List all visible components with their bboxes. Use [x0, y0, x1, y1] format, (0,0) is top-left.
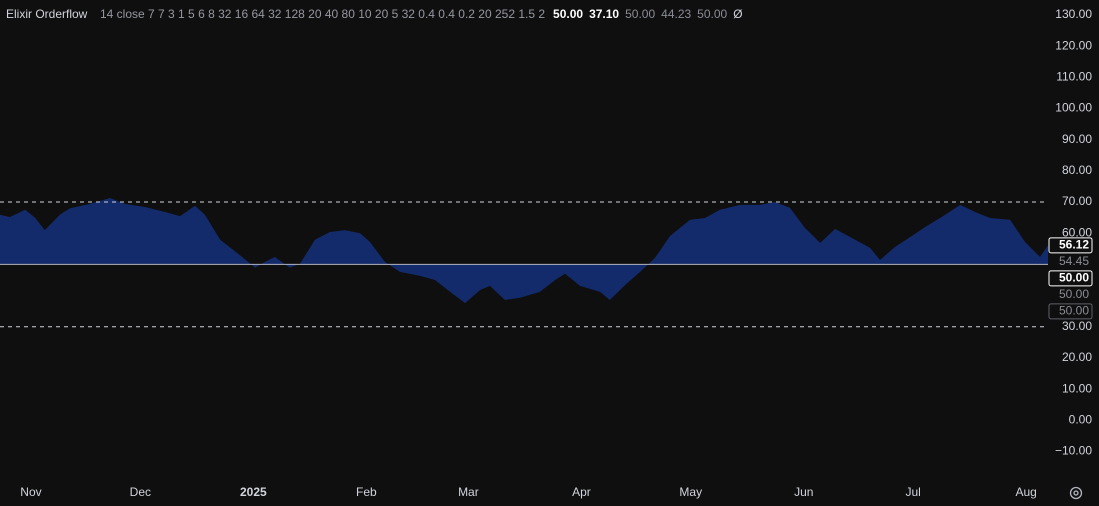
price-label: 50.00	[1059, 271, 1089, 285]
header-value: 37.10	[589, 7, 619, 21]
y-tick-label: 80.00	[1062, 163, 1092, 177]
x-tick-label: Aug	[1015, 485, 1036, 499]
settings-icon[interactable]	[1069, 486, 1083, 500]
plot-area	[0, 198, 1048, 328]
price-label: 54.45	[1059, 254, 1089, 268]
indicator-params: 14 close 7 7 3 1 5 6 8 32 16 64 32 128 2…	[100, 7, 545, 21]
y-tick-label: 0.00	[1069, 412, 1093, 426]
price-label: 56.12	[1059, 238, 1089, 252]
y-tick-label: −10.00	[1055, 444, 1092, 458]
price-label-box	[1048, 270, 1093, 287]
price-label-box	[1049, 287, 1092, 303]
y-tick-label: 70.00	[1062, 194, 1092, 208]
price-label-box	[1049, 254, 1092, 270]
y-tick-label: 30.00	[1062, 319, 1092, 333]
settings-core[interactable]	[1073, 490, 1079, 496]
area	[0, 198, 1048, 304]
y-tick-label: 110.00	[1056, 69, 1092, 83]
header-value: 50.00	[625, 7, 655, 21]
y-tick-label: 10.00	[1062, 381, 1092, 395]
y-tick-label: 90.00	[1062, 132, 1092, 146]
y-tick-label: 130.00	[1055, 7, 1092, 21]
settings-ring[interactable]	[1069, 486, 1083, 500]
x-tick-label: Dec	[130, 485, 151, 499]
x-tick-label: Jun	[794, 485, 813, 499]
price-label: 50.00	[1059, 287, 1089, 301]
y-tick-label: 100.00	[1055, 101, 1092, 115]
x-tick-label: Apr	[572, 485, 591, 499]
y-tick-label: 120.00	[1055, 38, 1092, 52]
x-tick-label: Mar	[458, 485, 479, 499]
x-tick-label: Nov	[20, 485, 41, 499]
y-tick-label: 60.00	[1062, 225, 1092, 239]
price-label-box	[1048, 237, 1093, 254]
x-tick-label: Feb	[356, 485, 377, 499]
price-label: 50.00	[1059, 304, 1089, 318]
price-label-box	[1048, 303, 1093, 320]
x-tick-label: May	[679, 485, 702, 499]
header-value: 44.23	[661, 7, 691, 21]
indicator-title: Elixir Orderflow	[6, 7, 88, 21]
header-value: Ø	[733, 7, 742, 21]
y-tick-label: 20.00	[1062, 350, 1092, 364]
header-value: 50.00	[553, 7, 583, 21]
x-tick-label: 2025	[240, 485, 267, 499]
header-value: 50.00	[697, 7, 727, 21]
x-tick-label: Jul	[905, 485, 920, 499]
